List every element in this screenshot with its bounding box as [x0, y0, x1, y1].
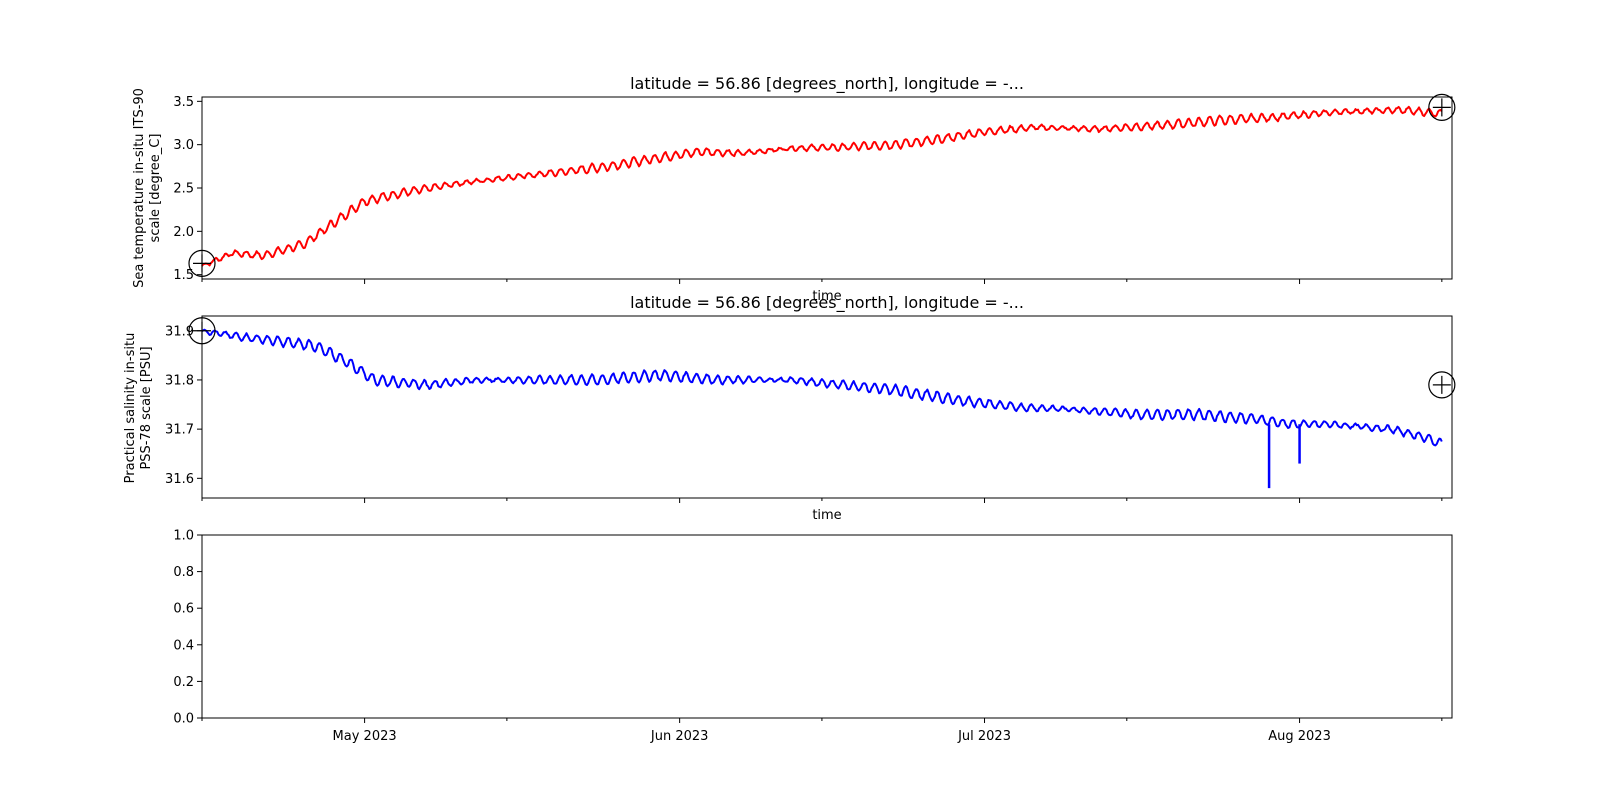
empty-ytick-label: 0.0 — [173, 712, 194, 727]
temperature-ytick-label: 2.0 — [173, 225, 194, 240]
salinity-axes-frame — [201, 315, 1453, 499]
empty-ytick-label: 1.0 — [173, 529, 194, 544]
temperature-title: latitude = 56.86 [degrees_north], longit… — [630, 74, 1024, 94]
empty-axes-frame — [201, 534, 1453, 719]
salinity-marker-circle — [1428, 371, 1456, 399]
salinity-series-line — [201, 328, 1443, 447]
salinity-xlabel: time — [812, 508, 841, 523]
salinity-marker-circle — [188, 317, 216, 345]
empty-ytick-label: 0.8 — [173, 565, 194, 580]
salinity-title: latitude = 56.86 [degrees_north], longit… — [630, 293, 1024, 313]
temperature-marker-circle — [188, 249, 216, 277]
temperature-panel: latitude = 56.86 [degrees_north], longit… — [132, 74, 1456, 304]
temperature-ytick-label: 2.5 — [173, 182, 194, 197]
empty-ytick-label: 0.2 — [173, 675, 194, 690]
salinity-ylabel-line-2: PSS-78 scale [PSU] — [139, 346, 154, 469]
salinity-ytick-label: 31.8 — [165, 373, 194, 388]
salinity-panel: latitude = 56.86 [degrees_north], longit… — [123, 293, 1456, 523]
salinity-circled-plus-marker — [1428, 371, 1456, 399]
temperature-xlabel: time — [812, 289, 841, 304]
temperature-axes-frame — [201, 96, 1453, 280]
temperature-circled-plus-marker — [1428, 93, 1456, 122]
salinity-xticks — [201, 498, 1443, 503]
temperature-ytick-label: 3.5 — [173, 95, 194, 110]
salinity-ytick-label: 31.6 — [165, 472, 194, 487]
salinity-series — [201, 328, 1443, 489]
salinity-ytick-label: 31.9 — [165, 324, 194, 339]
temperature-series — [201, 105, 1443, 267]
salinity-circled-plus-marker — [188, 317, 216, 345]
empty-panel: 0.0 0.2 0.4 0.6 0.8 1.0 May 2023 Jun 2023 Jul 2… — [173, 529, 1453, 744]
temperature-series-line — [201, 105, 1443, 267]
temperature-yticks: 1.5 2.0 2.5 3.0 3.5 — [173, 95, 202, 283]
temperature-markers — [188, 93, 1456, 277]
empty-xtick-label: Jun 2023 — [650, 729, 709, 744]
temperature-ytick-label: 1.5 — [173, 268, 194, 283]
salinity-ylabel-line-1: Practical salinity in-situ — [123, 333, 138, 484]
empty-xtick-label: Jul 2023 — [957, 729, 1011, 744]
empty-ytick-label: 0.4 — [173, 638, 194, 653]
temperature-circled-plus-marker — [188, 249, 216, 277]
empty-yticks: 0.0 0.2 0.4 0.6 0.8 1.0 — [173, 529, 202, 727]
temperature-xticks — [201, 279, 1443, 284]
temperature-ylabel-line-2: scale [degree_C] — [148, 134, 163, 243]
empty-ytick-label: 0.6 — [173, 602, 194, 617]
empty-xtick-label: Aug 2023 — [1268, 729, 1331, 744]
salinity-markers — [188, 317, 1456, 399]
salinity-ytick-label: 31.7 — [165, 423, 194, 438]
salinity-yticks: 31.6 31.7 31.8 31.9 — [165, 324, 202, 487]
temperature-marker-circle — [1428, 93, 1456, 122]
empty-xtick-label: May 2023 — [333, 729, 397, 744]
temperature-ytick-label: 3.0 — [173, 138, 194, 153]
temperature-ylabel-line-1: Sea temperature in-situ ITS-90 — [132, 88, 147, 288]
empty-xticks: May 2023 Jun 2023 Jul 2023 Aug 2023 — [201, 718, 1443, 744]
